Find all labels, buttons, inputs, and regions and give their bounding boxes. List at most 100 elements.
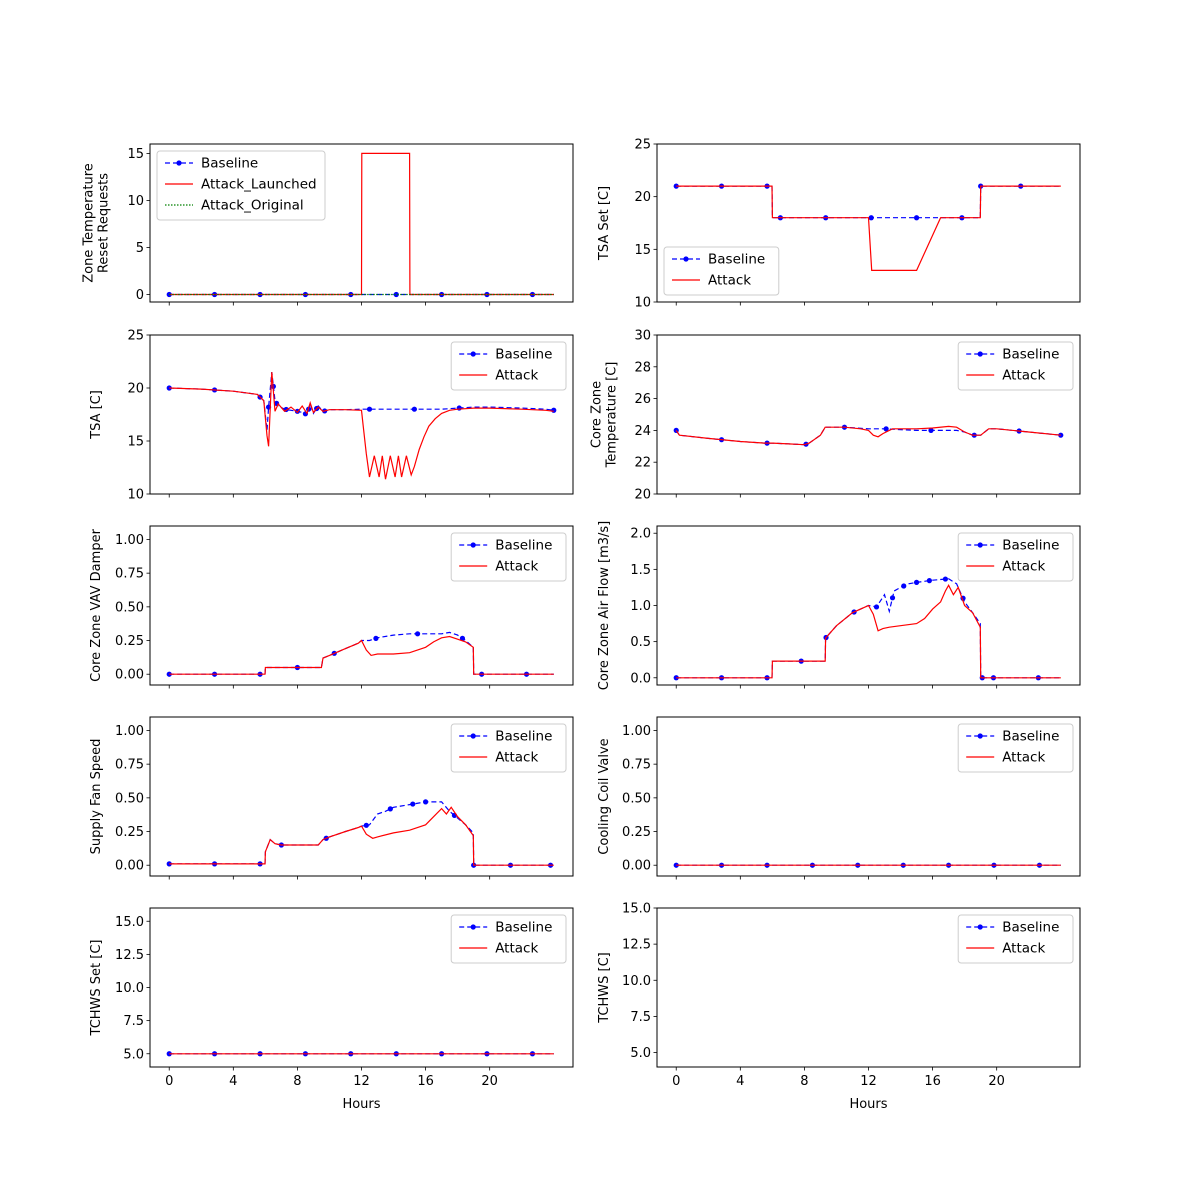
plot-area [166,1051,554,1057]
plot-area [673,862,1061,868]
subplot-3: 10 15 20 25 TSA [C] Baseline Attack [89,329,574,503]
legend-marker [977,733,983,739]
x-tick-label: 20 [988,1074,1005,1089]
y-tick-label: 10 [127,488,144,503]
series-marker-baseline [913,579,920,585]
y-axis-label: Core Zone [590,381,605,448]
y-tick-label: 15 [127,435,144,450]
series-marker-baseline [873,604,880,610]
y-tick-label: 0.25 [115,825,144,840]
y-tick-label: 1.00 [115,724,144,739]
subplot-10: 5.0 7.5 10.0 12.5 15.0 0 4 8 12 16 20 Hours TCHWS [C… [597,902,1081,1112]
series-line-attack [675,425,1061,446]
plot-area [166,799,554,868]
legend: Baseline Attack [450,341,567,391]
series-line-baseline [676,185,1061,219]
y-tick-label: 0.00 [622,859,651,874]
x-axis-label: Hours [342,1097,380,1112]
y-tick-label: 0.00 [115,668,144,683]
legend-label: Baseline [495,729,552,745]
x-tick-label: 12 [353,1074,370,1089]
y-axis-label: Supply Fan Speed [89,739,104,855]
y-tick-label: 15 [634,243,651,258]
y-tick-label: 0.50 [622,791,651,806]
series-marker-baseline [926,578,932,584]
y-tick-label: 22 [634,456,651,471]
plot-area [673,183,1061,271]
y-tick-label: 1.00 [115,533,144,548]
legend-label: Baseline [201,156,258,172]
y-tick-label: 10.0 [622,974,651,989]
y-axis-label: TCHWS [C] [597,952,612,1024]
y-tick-label: 15.0 [115,915,144,930]
legend-marker [470,924,476,930]
legend-label: Attack [495,941,538,957]
series-marker-baseline [889,595,896,601]
series-line-attack [676,584,1061,679]
series-line-baseline [169,631,554,675]
legend-marker [470,542,476,548]
legend-label: Baseline [1002,538,1059,554]
y-tick-label: 20 [127,382,144,397]
series-line-baseline [169,372,554,431]
legend-marker [683,256,689,262]
x-axis-label: Hours [849,1097,887,1112]
series-marker-baseline [411,406,417,412]
legend-label: Attack [1002,368,1045,384]
x-tick-label: 12 [860,1074,877,1089]
y-axis-label: Core Zone Air Flow [m3/s] [597,521,612,690]
x-tick-label: 16 [924,1074,941,1089]
legend-label: Baseline [1002,347,1059,363]
legend-label: Baseline [1002,729,1059,745]
series-marker-baseline [928,427,934,433]
y-tick-label: 15 [127,147,144,162]
subplot-4: 20 22 24 26 28 30 Core Zone Temperature [C] Base… [590,329,1081,503]
legend-label: Attack [495,368,538,384]
series-line-attack [169,372,554,480]
y-axis-label: Cooling Coil Valve [597,738,612,854]
x-tick-label: 4 [736,1074,744,1089]
y-axis-label: Temperature [C] [605,362,620,469]
y-tick-label: 0 [136,288,144,303]
y-tick-label: 5 [136,241,144,256]
x-tick-label: 0 [165,1074,173,1089]
legend-label: Attack [495,750,538,766]
subplot-5: 0.00 0.25 0.50 0.75 1.00 Core Zone VAV Damper… [89,525,574,689]
subplot-6: 0.0 0.5 1.0 1.5 2.0 Core Zone Air Flow [m3/s]… [597,521,1081,690]
y-axis-label: TSA Set [C] [597,186,612,261]
y-tick-label: 1.00 [622,724,651,739]
y-tick-label: 7.5 [630,1010,651,1025]
y-tick-label: 10 [634,296,651,311]
legend-label: Baseline [1002,920,1059,936]
legend-label: Attack [1002,559,1045,575]
subplot-9: 5.0 7.5 10.0 12.5 15.0 0 4 8 12 16 20 Hours TCHWS Se… [89,907,574,1112]
y-tick-label: 5.0 [630,1046,651,1061]
legend-label: Attack_Launched [201,177,317,193]
legend-marker [470,733,476,739]
y-tick-label: 0.50 [115,791,144,806]
series-marker-baseline [422,799,429,805]
legend-marker [977,351,983,357]
y-tick-label: 25 [127,329,144,344]
series-line-attack [169,806,554,866]
x-tick-label: 0 [672,1074,680,1089]
plot-area [166,631,554,677]
plot-area [166,152,554,298]
legend-marker [470,351,476,357]
x-tick-label: 4 [229,1074,237,1089]
subplot-8: 0.00 0.25 0.50 0.75 1.00 Cooling Coil Valve Ba… [597,716,1081,880]
series-marker-baseline [942,576,949,582]
series-marker-baseline [366,406,373,412]
y-tick-label: 0.50 [115,600,144,615]
y-tick-label: 0.75 [115,567,144,582]
legend-box [156,150,326,221]
legend-label: Baseline [495,347,552,363]
series-marker-baseline [387,806,393,812]
plot-area [673,424,1064,447]
y-tick-label: 2.0 [630,527,651,542]
y-tick-label: 28 [634,360,651,375]
legend-marker [977,542,983,548]
y-tick-label: 0.0 [630,671,651,686]
legend: Baseline Attack [957,914,1074,964]
